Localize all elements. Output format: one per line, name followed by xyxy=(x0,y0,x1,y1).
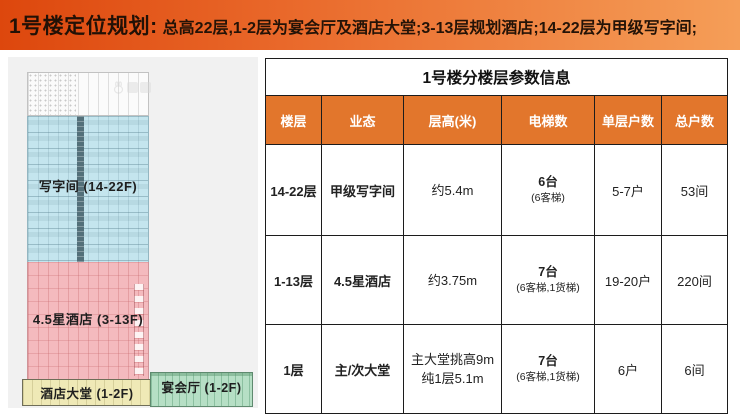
building-section-office xyxy=(27,116,149,262)
col-header-total-units: 总户数 xyxy=(660,95,729,145)
elevator-core-stripe xyxy=(77,116,84,262)
col-header-floor: 楼层 xyxy=(265,95,322,145)
building-section-hotel xyxy=(27,262,149,379)
cell-height: 约5.4m xyxy=(403,144,502,236)
elevator-detail: (6客梯,1货梯) xyxy=(516,282,580,294)
cell-elevators: 6台 (6客梯) xyxy=(501,144,595,236)
elevator-count: 6台 xyxy=(538,175,558,189)
table-title: 1号楼分楼层参数信息 xyxy=(264,58,729,96)
elevator-detail: (6客梯) xyxy=(531,192,565,204)
watermark-char xyxy=(140,82,151,93)
cell-use: 主/次大堂 xyxy=(321,324,404,414)
table-header-row: 楼层 业态 层高(米) 电梯数 单层户数 总户数 xyxy=(265,95,729,145)
header-bar: 1号楼定位规划: 总高22层,1-2层为宴会厅及酒店大堂;3-13层规划酒店;1… xyxy=(0,0,740,50)
floor-parameters-table: 1号楼分楼层参数信息 楼层 业态 层高(米) 电梯数 单层户数 总户数 14-2… xyxy=(264,58,729,414)
cell-units-per-floor: 5-7户 xyxy=(594,144,662,236)
col-header-units-per-floor: 单层户数 xyxy=(594,95,662,145)
building-diagram-panel: 写字间 (14-22F) 4.5星酒店 (3-13F) 酒店大堂 (1-2F) … xyxy=(8,57,258,408)
building-label-office: 写字间 (14-22F) xyxy=(38,179,138,194)
height-line: 约3.75m xyxy=(427,272,478,288)
col-header-height: 层高(米) xyxy=(403,95,502,145)
building-label-hotel-lobby: 酒店大堂 (1-2F) xyxy=(40,387,134,401)
elevator-count: 7台 xyxy=(538,354,558,368)
table-title-row: 1号楼分楼层参数信息 xyxy=(264,58,729,96)
table-row: 14-22层 甲级写字间 约5.4m 6台 (6客梯) 5-7户 53间 xyxy=(265,144,729,236)
cell-height: 约3.75m xyxy=(403,235,502,325)
cell-units-per-floor: 19-20户 xyxy=(594,235,662,325)
height-line: 主大堂挑高9m xyxy=(410,352,495,367)
cell-floor: 14-22层 xyxy=(265,144,322,236)
cell-elevators: 7台 (6客梯,1货梯) xyxy=(501,324,595,414)
building-label-banquet-hall: 宴会厅 (1-2F) xyxy=(161,381,242,395)
header-subtitle: 总高22层,1-2层为宴会厅及酒店大堂;3-13层规划酒店;14-22层为甲级写… xyxy=(162,20,697,37)
building-label-hotel: 4.5星酒店 (3-13F) xyxy=(32,312,144,327)
col-header-elevators: 电梯数 xyxy=(501,95,595,145)
cell-units-per-floor: 6户 xyxy=(594,324,662,414)
cell-floor: 1-13层 xyxy=(265,235,322,325)
cell-total-units: 53间 xyxy=(660,144,729,236)
cell-elevators: 7台 (6客梯,1货梯) xyxy=(501,235,595,325)
height-line: 约5.4m xyxy=(431,182,474,198)
cell-height: 主大堂挑高9m 纯1层5.1m xyxy=(403,324,502,414)
hotel-window-column xyxy=(134,284,144,376)
building-section-banquet-hall xyxy=(150,372,253,407)
cell-use: 甲级写字间 xyxy=(321,144,404,236)
watermark-char xyxy=(127,82,138,93)
cell-floor: 1层 xyxy=(265,324,322,414)
crown-hatch-texture xyxy=(28,73,76,115)
building-section-hotel-lobby xyxy=(22,379,152,406)
cell-use: 4.5星酒店 xyxy=(321,235,404,325)
watermark-logo-icon xyxy=(112,81,151,94)
table-row: 1层 主/次大堂 主大堂挑高9m 纯1层5.1m 7台 (6客梯,1货梯) 6户… xyxy=(265,324,729,414)
table-row: 1-13层 4.5星酒店 约3.75m 7台 (6客梯,1货梯) 19-20户 … xyxy=(265,235,729,325)
page-title: 1号楼定位规划: xyxy=(9,15,158,38)
cell-total-units: 220间 xyxy=(660,235,729,325)
elevator-detail: (6客梯,1货梯) xyxy=(516,371,580,383)
col-header-use: 业态 xyxy=(321,95,404,145)
cell-total-units: 6间 xyxy=(660,324,729,414)
elevator-count: 7台 xyxy=(538,265,558,279)
height-line: 纯1层5.1m xyxy=(421,371,484,386)
building-section-crown xyxy=(27,72,151,116)
